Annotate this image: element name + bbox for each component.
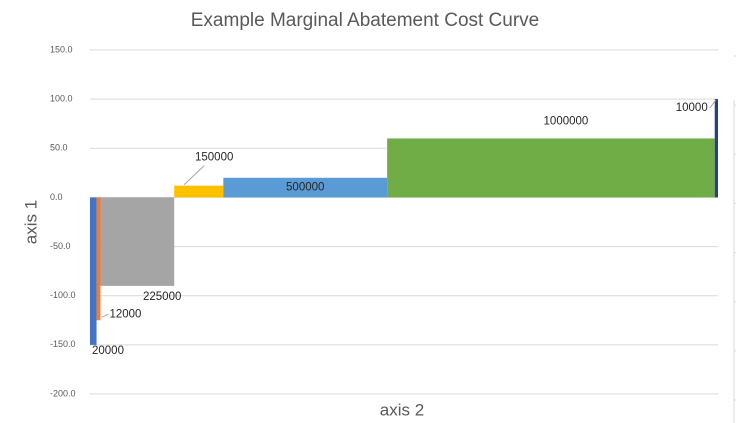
bar — [714, 99, 718, 198]
bar — [174, 185, 224, 198]
y-tick-label: -200.0 — [50, 388, 76, 398]
bar — [90, 197, 97, 345]
y-tick-label: -100.0 — [50, 290, 76, 300]
data-label: 225000 — [143, 291, 181, 303]
y-tick-label: 50.0 — [50, 143, 68, 153]
data-label: 20000 — [92, 345, 124, 357]
data-label: 10000 — [676, 102, 708, 114]
leader-line — [101, 313, 109, 318]
data-label: 150000 — [195, 152, 233, 164]
bar — [100, 197, 175, 286]
bar — [223, 177, 388, 198]
y-axis-label: axis 1 — [21, 200, 40, 244]
y-tick-label: 150.0 — [50, 44, 73, 54]
data-label: 1000000 — [544, 115, 589, 127]
y-tick-label: -150.0 — [50, 339, 76, 349]
y-tick-label: 100.0 — [50, 94, 73, 104]
chart-title: Example Marginal Abatement Cost Curve — [191, 10, 540, 31]
bar — [387, 138, 715, 198]
data-label: 12000 — [109, 308, 141, 320]
x-axis-label: axis 2 — [380, 400, 424, 419]
leader-line — [183, 165, 205, 185]
y-tick-label: -50.0 — [50, 241, 71, 251]
bar — [96, 197, 101, 321]
y-tick-label: 0.0 — [50, 192, 63, 202]
data-label: 500000 — [286, 182, 324, 194]
leader-line — [709, 99, 717, 109]
